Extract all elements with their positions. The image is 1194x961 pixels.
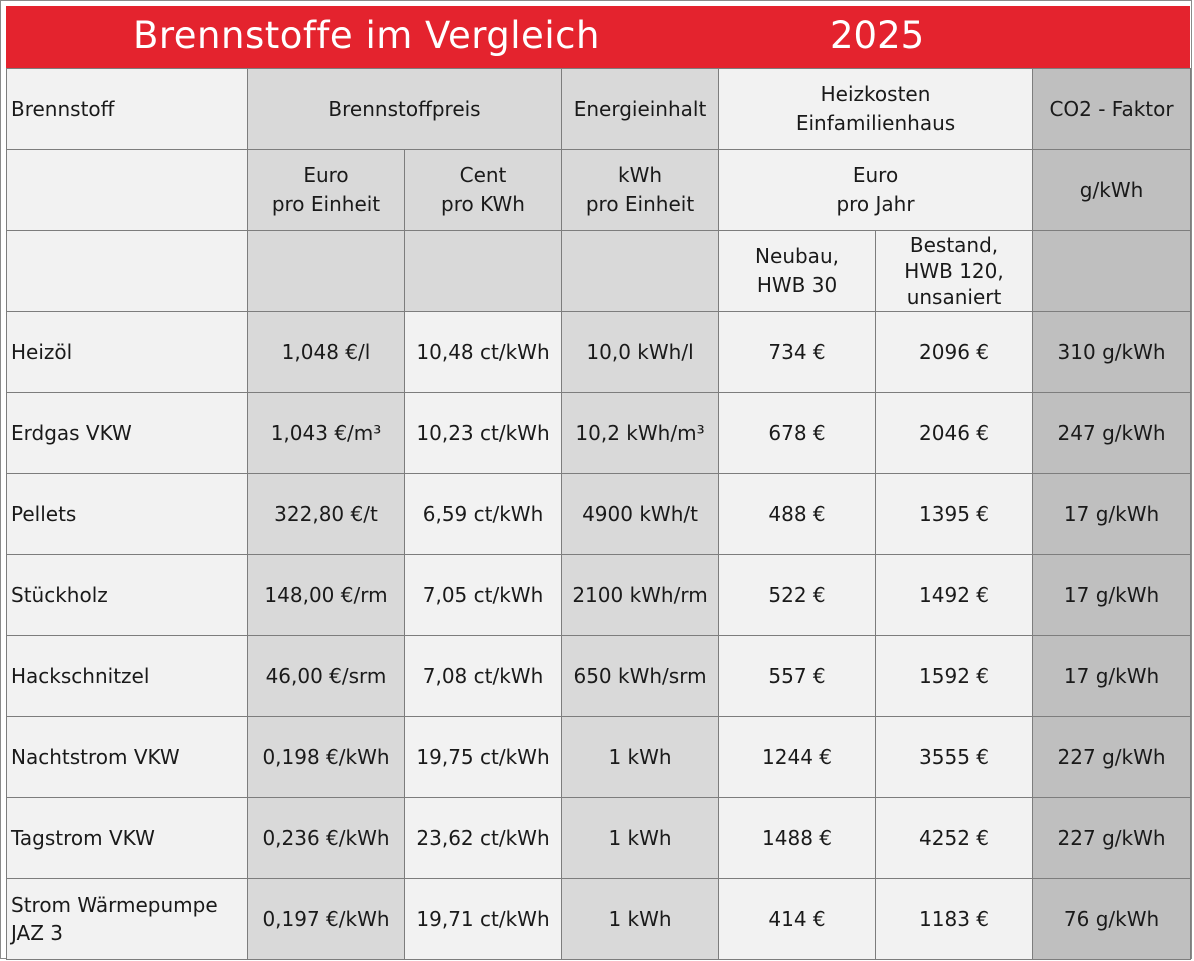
cell-fuel: Heizöl xyxy=(6,311,248,393)
cell-co2: 17 g/kWh xyxy=(1032,473,1192,555)
table-row: Tagstrom VKW 0,236 €/kWh 23,62 ct/kWh 1 kWh… xyxy=(6,797,1192,879)
cell-cost-existing: 3555 € xyxy=(875,716,1034,798)
table-row: Heizöl 1,048 €/l 10,48 ct/kWh 10,0 kWh/l 734… xyxy=(6,311,1192,393)
header-existing: Bestand, HWB 120, unsaniert xyxy=(875,230,1034,312)
cell-price-unit: 0,197 €/kWh xyxy=(247,878,405,960)
header-g-kwh: g/kWh xyxy=(1032,149,1192,231)
cell-price-kwh: 23,62 ct/kWh xyxy=(403,797,563,879)
cell-fuel: Stückholz xyxy=(6,554,248,636)
header-euro-year: Euro pro Jahr xyxy=(718,149,1034,231)
page-title: Brennstoffe im Vergleich xyxy=(133,14,600,57)
header-price: Brennstoffpreis xyxy=(246,68,563,150)
header-fuel-empty-2 xyxy=(6,149,248,231)
header-empty-3b xyxy=(403,230,563,312)
cell-price-unit: 1,048 €/l xyxy=(247,311,405,393)
cell-co2: 17 g/kWh xyxy=(1032,635,1192,717)
cell-cost-existing: 1395 € xyxy=(875,473,1034,555)
cell-co2: 76 g/kWh xyxy=(1032,878,1192,960)
header-cent-kwh: Cent pro KWh xyxy=(403,149,563,231)
header-euro-unit: Euro pro Einheit xyxy=(247,149,405,231)
header-row-2: Euro pro Einheit Cent pro KWh kWh pro Ei… xyxy=(6,149,1192,231)
table-row: Strom Wärmepumpe JAZ 3 0,197 €/kWh 19,71 c… xyxy=(6,878,1192,960)
header-energy: Energieinhalt xyxy=(561,68,720,150)
table-row: Erdgas VKW 1,043 €/m³ 10,23 ct/kWh 10,2 kWh… xyxy=(6,392,1192,474)
cell-price-kwh: 10,23 ct/kWh xyxy=(403,392,563,474)
cell-fuel: Nachtstrom VKW xyxy=(6,716,248,798)
header-empty-3d xyxy=(1032,230,1192,312)
cell-energy: 10,2 kWh/m³ xyxy=(561,392,720,474)
table-row: Nachtstrom VKW 0,198 €/kWh 19,75 ct/kWh 1 k… xyxy=(6,716,1192,798)
cell-price-unit: 0,236 €/kWh xyxy=(247,797,405,879)
header-kwh-unit: kWh pro Einheit xyxy=(561,149,720,231)
cell-price-kwh: 19,71 ct/kWh xyxy=(403,878,563,960)
cell-cost-existing: 4252 € xyxy=(875,797,1034,879)
cell-fuel: Hackschnitzel xyxy=(6,635,248,717)
cell-price-unit: 148,00 €/rm xyxy=(247,554,405,636)
cell-energy: 10,0 kWh/l xyxy=(561,311,720,393)
cell-fuel: Tagstrom VKW xyxy=(6,797,248,879)
cell-cost-existing: 1492 € xyxy=(875,554,1034,636)
cell-fuel: Pellets xyxy=(6,473,248,555)
content-area: Brennstoffe im Vergleich 2025 Brennstoff… xyxy=(6,6,1192,960)
cell-cost-existing: 2046 € xyxy=(875,392,1034,474)
cell-price-kwh: 7,05 ct/kWh xyxy=(403,554,563,636)
cell-price-unit: 0,198 €/kWh xyxy=(247,716,405,798)
cell-price-unit: 1,043 €/m³ xyxy=(247,392,405,474)
table-row: Stückholz 148,00 €/rm 7,05 ct/kWh 2100 kWh/… xyxy=(6,554,1192,636)
header-fuel: Brennstoff xyxy=(6,68,248,150)
header-heating-cost: Heizkosten Einfamilienhaus xyxy=(718,68,1034,150)
cell-price-unit: 322,80 €/t xyxy=(247,473,405,555)
cell-energy: 650 kWh/srm xyxy=(561,635,720,717)
cell-price-kwh: 7,08 ct/kWh xyxy=(403,635,563,717)
cell-cost-new: 488 € xyxy=(718,473,877,555)
cell-cost-new: 734 € xyxy=(718,311,877,393)
header-row-1: Brennstoff Brennstoffpreis Energieinhalt… xyxy=(6,68,1192,150)
header-row-3: Neubau, HWB 30 Bestand, HWB 120, unsanie… xyxy=(6,230,1192,312)
cell-cost-existing: 1592 € xyxy=(875,635,1034,717)
cell-co2: 17 g/kWh xyxy=(1032,554,1192,636)
cell-co2: 310 g/kWh xyxy=(1032,311,1192,393)
cell-energy: 4900 kWh/t xyxy=(561,473,720,555)
cell-co2: 227 g/kWh xyxy=(1032,797,1192,879)
cell-cost-existing: 1183 € xyxy=(875,878,1034,960)
cell-energy: 1 kWh xyxy=(561,797,720,879)
cell-co2: 227 g/kWh xyxy=(1032,716,1192,798)
cell-cost-new: 414 € xyxy=(718,878,877,960)
cell-fuel: Strom Wärmepumpe JAZ 3 xyxy=(6,878,248,960)
cell-cost-existing: 2096 € xyxy=(875,311,1034,393)
cell-energy: 1 kWh xyxy=(561,716,720,798)
cell-cost-new: 678 € xyxy=(718,392,877,474)
header-empty-3c xyxy=(561,230,720,312)
cell-cost-new: 557 € xyxy=(718,635,877,717)
title-year: 2025 xyxy=(830,14,925,57)
cell-energy: 1 kWh xyxy=(561,878,720,960)
header-new-build: Neubau, HWB 30 xyxy=(718,230,877,312)
cell-cost-new: 522 € xyxy=(718,554,877,636)
header-fuel-empty-3 xyxy=(6,230,248,312)
cell-price-unit: 46,00 €/srm xyxy=(247,635,405,717)
cell-price-kwh: 19,75 ct/kWh xyxy=(403,716,563,798)
cell-cost-new: 1488 € xyxy=(718,797,877,879)
table-row: Pellets 322,80 €/t 6,59 ct/kWh 4900 kWh/t 48… xyxy=(6,473,1192,555)
header-empty-3a xyxy=(247,230,405,312)
cell-cost-new: 1244 € xyxy=(718,716,877,798)
title-banner: Brennstoffe im Vergleich 2025 xyxy=(6,6,1190,68)
cell-price-kwh: 10,48 ct/kWh xyxy=(403,311,563,393)
cell-price-kwh: 6,59 ct/kWh xyxy=(403,473,563,555)
cell-energy: 2100 kWh/rm xyxy=(561,554,720,636)
table-row: Hackschnitzel 46,00 €/srm 7,08 ct/kWh 650 k… xyxy=(6,635,1192,717)
fuel-comparison-table: Brennstoff Brennstoffpreis Energieinhalt… xyxy=(6,68,1192,960)
header-co2: CO2 - Faktor xyxy=(1032,68,1192,150)
cell-co2: 247 g/kWh xyxy=(1032,392,1192,474)
cell-fuel: Erdgas VKW xyxy=(6,392,248,474)
